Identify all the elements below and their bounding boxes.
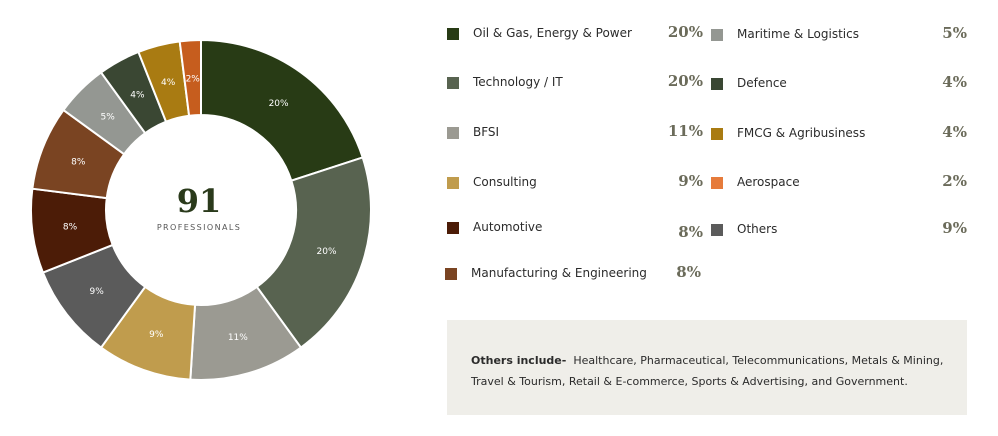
donut-slice-label-1: 20% xyxy=(317,247,337,257)
donut-slice-label-2: 11% xyxy=(228,333,248,343)
donut-slice-label-4: 9% xyxy=(90,287,105,297)
legend-label: Defence xyxy=(737,76,787,90)
legend-value: 8% xyxy=(678,223,703,241)
legend-value: 5% xyxy=(942,24,967,42)
legend-value: 20% xyxy=(667,23,703,41)
legend-swatch xyxy=(447,77,459,89)
legend-swatch xyxy=(711,224,723,236)
legend-swatch xyxy=(711,78,723,90)
others-note-content: Healthcare, Pharmaceutical, Telecommunic… xyxy=(471,354,944,388)
legend-label: FMCG & Agribusiness xyxy=(737,126,866,140)
others-note-box: Others include- Healthcare, Pharmaceutic… xyxy=(447,320,967,415)
legend-swatch xyxy=(447,127,459,139)
total-professionals-count: 91 xyxy=(176,182,222,220)
donut-slice-label-5: 8% xyxy=(63,223,78,233)
donut-slice-label-6: 8% xyxy=(71,157,86,167)
legend-label: Others xyxy=(737,222,778,236)
legend-value: 4% xyxy=(942,73,967,91)
legend-label: Oil & Gas, Energy & Power xyxy=(473,26,632,40)
legend-swatch xyxy=(711,128,723,140)
legend-value: 2% xyxy=(942,172,967,190)
donut-slice-0 xyxy=(200,38,364,182)
legend-value: 4% xyxy=(942,123,967,141)
legend-label: Maritime & Logistics xyxy=(737,27,859,41)
legend-swatch xyxy=(447,177,459,189)
legend-value: 9% xyxy=(678,172,703,190)
legend-label: Aerospace xyxy=(737,175,800,189)
legend-swatch xyxy=(447,222,459,234)
total-professionals-label: PROFESSIONALS xyxy=(156,223,242,232)
donut-slice-1 xyxy=(255,156,372,349)
donut-slice-label-7: 5% xyxy=(101,113,116,123)
legend-label: Technology / IT xyxy=(473,75,563,89)
legend-swatch xyxy=(445,268,457,280)
legend-swatch xyxy=(447,28,459,40)
legend-label: Consulting xyxy=(473,175,537,189)
donut-slice-label-9: 4% xyxy=(161,78,176,88)
legend-value: 11% xyxy=(667,122,703,140)
legend-label: Automotive xyxy=(473,220,543,234)
legend-swatch xyxy=(711,29,723,41)
donut-slice-label-10: 2% xyxy=(186,74,201,84)
others-note-text: Others include- Healthcare, Pharmaceutic… xyxy=(471,350,951,392)
legend-value: 20% xyxy=(667,72,703,90)
donut-slice-label-3: 9% xyxy=(149,330,164,340)
legend-value: 8% xyxy=(676,263,701,281)
legend-label: Manufacturing & Engineering xyxy=(471,266,647,280)
legend-label: BFSI xyxy=(473,125,500,139)
donut-slice-10 xyxy=(178,38,202,117)
donut-slice-label-8: 4% xyxy=(130,90,145,100)
legend-value: 9% xyxy=(942,219,967,237)
legend-swatch xyxy=(711,177,723,189)
donut-chart: 20% 20% 11% 9% 9% 8% 8% 5% 4% 4% 2% xyxy=(30,38,372,381)
donut-slice-label-0: 20% xyxy=(269,99,289,109)
others-note-label: Others include- xyxy=(471,354,567,367)
